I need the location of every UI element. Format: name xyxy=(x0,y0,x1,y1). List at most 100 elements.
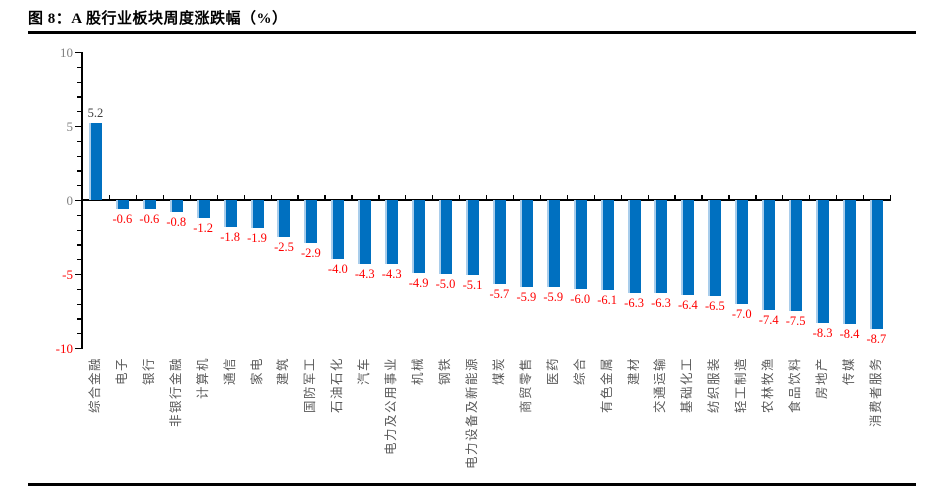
x-axis-tick xyxy=(378,195,380,200)
value-label: -4.3 xyxy=(381,266,402,281)
value-label: -6.3 xyxy=(651,296,671,311)
bar xyxy=(762,200,776,310)
value-label: -6.1 xyxy=(597,293,618,308)
x-axis-tick xyxy=(566,195,569,200)
x-axis-tick xyxy=(728,195,730,200)
value-label: -6.5 xyxy=(704,299,725,314)
x-axis-tick xyxy=(539,195,542,200)
value-label: -6.3 xyxy=(624,296,644,311)
x-axis-tick xyxy=(351,195,353,200)
y-minor-tick xyxy=(77,170,81,172)
x-axis-tick xyxy=(162,195,165,200)
value-label: -0.6 xyxy=(112,211,133,226)
value-label: -4.0 xyxy=(327,262,348,277)
bar xyxy=(816,200,830,323)
value-label: -5.0 xyxy=(435,277,456,291)
category-label: 交通运输 xyxy=(653,357,668,414)
chart-title: 图 8：A 股行业板块周度涨跌幅（%） xyxy=(28,11,288,27)
y-axis-line xyxy=(81,52,83,349)
value-label: -8.3 xyxy=(812,325,833,340)
category-label: 纺织服装 xyxy=(707,357,722,414)
y-minor-tick xyxy=(77,318,81,320)
category-label: 综合 xyxy=(572,357,587,386)
bar xyxy=(277,200,291,237)
bar xyxy=(492,200,506,285)
x-axis-tick xyxy=(216,195,218,200)
value-label: -8.4 xyxy=(839,327,860,342)
category-label: 建筑 xyxy=(276,357,291,386)
category-label: 有色金属 xyxy=(599,357,614,414)
value-label: -7.4 xyxy=(758,312,779,327)
bar xyxy=(708,200,722,297)
value-label: -2.5 xyxy=(274,240,294,254)
value-label: -5.9 xyxy=(543,290,564,305)
category-label: 汽车 xyxy=(357,357,372,386)
x-axis-tick xyxy=(82,195,84,200)
x-axis-tick xyxy=(889,195,892,200)
x-axis-tick xyxy=(809,195,811,200)
category-label: 电子 xyxy=(114,357,129,386)
value-label: -5.1 xyxy=(462,278,483,293)
bar xyxy=(627,200,641,294)
value-label: -7.5 xyxy=(785,314,806,328)
x-axis-tick xyxy=(108,195,111,200)
y-minor-tick xyxy=(77,140,81,143)
x-axis-tick xyxy=(862,195,865,200)
bar xyxy=(600,200,614,291)
value-label: -1.9 xyxy=(247,231,267,246)
category-label: 非银行金融 xyxy=(168,357,183,428)
y-major-tick xyxy=(75,274,81,276)
x-axis-tick xyxy=(405,195,407,200)
category-label: 石油石化 xyxy=(330,357,345,414)
y-major-tick xyxy=(75,52,81,54)
value-label: 5.2 xyxy=(87,106,104,121)
bar xyxy=(88,123,102,200)
y-minor-tick xyxy=(77,333,81,335)
x-axis-tick xyxy=(647,195,649,200)
bar xyxy=(789,200,803,311)
value-label: -4.9 xyxy=(408,275,429,290)
x-axis-tick xyxy=(189,195,192,200)
category-label: 消费者服务 xyxy=(868,357,883,428)
figure-bottom-border xyxy=(28,483,916,486)
x-axis-tick xyxy=(432,195,434,200)
bar xyxy=(358,200,372,264)
y-minor-tick xyxy=(77,66,81,69)
y-tick-label: 10 xyxy=(60,44,73,60)
y-tick-label: 5 xyxy=(66,118,74,134)
x-axis-tick xyxy=(297,195,299,200)
y-minor-tick xyxy=(77,244,81,246)
x-axis-tick xyxy=(485,195,488,200)
y-tick-label: 0 xyxy=(66,192,74,208)
y-minor-tick xyxy=(77,111,81,113)
category-label: 家电 xyxy=(249,357,264,386)
y-minor-tick xyxy=(77,214,81,217)
bar xyxy=(869,200,883,329)
bar xyxy=(439,200,453,274)
bar xyxy=(465,200,479,276)
category-label: 电力设备及新能源 xyxy=(465,357,479,470)
bar xyxy=(573,200,587,289)
bar xyxy=(115,200,129,209)
y-minor-tick xyxy=(77,229,81,231)
value-label: -4.3 xyxy=(354,266,375,281)
bar xyxy=(519,200,533,288)
value-label: -7.0 xyxy=(731,306,752,321)
title-divider-line xyxy=(28,31,916,34)
y-minor-tick xyxy=(77,259,81,261)
bar xyxy=(385,200,399,264)
category-label: 计算机 xyxy=(195,357,210,400)
value-label: -6.0 xyxy=(570,291,591,306)
bar xyxy=(654,200,668,294)
value-label: -6.4 xyxy=(678,297,698,312)
value-label: -5.7 xyxy=(489,287,510,302)
y-minor-tick xyxy=(77,303,81,305)
x-axis-tick xyxy=(135,195,138,200)
value-label: -1.8 xyxy=(220,229,240,244)
category-label: 电力及公用事业 xyxy=(384,357,399,456)
value-label: -0.6 xyxy=(139,211,160,226)
bar xyxy=(169,200,183,212)
category-label: 机械 xyxy=(411,357,426,386)
category-label: 综合金融 xyxy=(87,357,102,414)
